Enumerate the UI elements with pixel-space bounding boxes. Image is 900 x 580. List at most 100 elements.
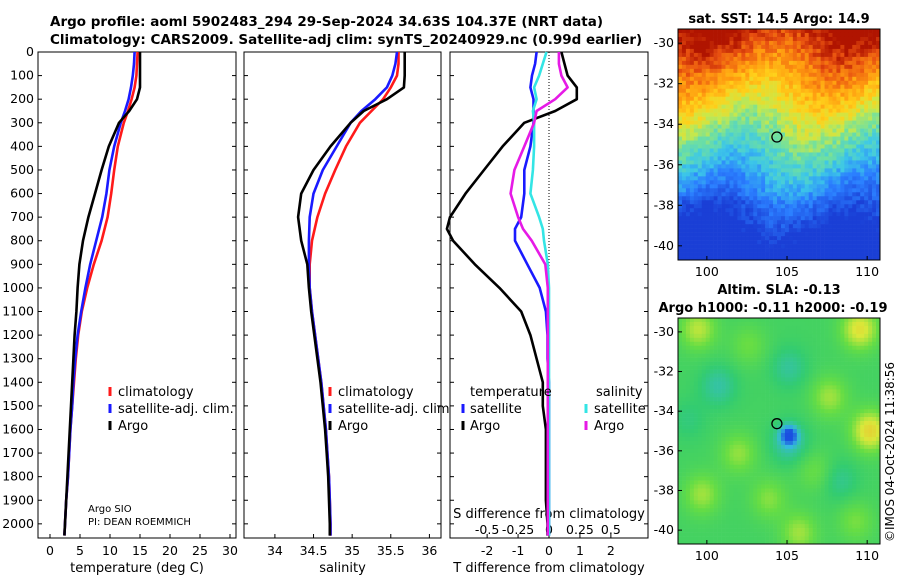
map-cell [701, 236, 707, 241]
map-cell [852, 456, 857, 462]
map-cell [780, 377, 786, 382]
map-cell [848, 208, 853, 213]
map-cell [820, 104, 825, 109]
map-cell [729, 321, 734, 327]
map-cell [832, 460, 837, 465]
map-cell [693, 180, 699, 185]
map-cell [836, 318, 841, 323]
map-cell [864, 409, 869, 414]
map-cell [749, 436, 754, 442]
map-cell [777, 29, 782, 34]
map-cell [749, 168, 754, 173]
map-cell [685, 64, 691, 70]
map-cell [796, 192, 802, 197]
map-cell [872, 160, 877, 165]
map-cell [856, 337, 861, 343]
map-cell [753, 128, 758, 133]
map-cell [681, 472, 687, 477]
map-cell [729, 432, 734, 438]
map-cell [737, 421, 742, 426]
map-cell [820, 244, 825, 249]
map-cell [868, 429, 873, 434]
map-cell [820, 385, 825, 390]
map-cell [709, 333, 714, 339]
map-cell [685, 381, 691, 386]
map-cell [796, 104, 802, 109]
map-cell [832, 361, 837, 366]
map-cell [745, 318, 750, 323]
map-cell [761, 256, 766, 261]
map-cell [753, 36, 758, 42]
map-cell [836, 108, 841, 113]
map-cell [717, 256, 722, 261]
map-cell [820, 252, 825, 257]
map-cell [860, 460, 865, 465]
map-cell [761, 228, 766, 233]
map-cell [709, 357, 714, 362]
map-cell [868, 32, 873, 38]
map-cell [689, 172, 695, 177]
map-cell [737, 321, 742, 327]
map-cell [749, 188, 754, 193]
map-cell [836, 56, 841, 62]
map-cell [725, 357, 730, 362]
map-cell [745, 397, 750, 402]
map-cell [765, 124, 770, 129]
map-cell [788, 112, 794, 117]
map-cell [729, 385, 734, 390]
map-cell [860, 385, 865, 390]
map-cell [769, 108, 774, 113]
map-cell [693, 472, 699, 477]
map-cell [741, 188, 746, 193]
map-cell [769, 244, 774, 249]
map-cell [693, 256, 699, 261]
map-cell [848, 188, 853, 193]
map-cell [709, 52, 714, 58]
map-cell [681, 421, 687, 426]
map-cell [780, 341, 786, 347]
map-cell [792, 92, 798, 97]
map-cell [745, 32, 750, 38]
map-cell [876, 188, 881, 193]
map-cell [864, 456, 869, 462]
map-cell [689, 196, 695, 201]
map-cell [761, 184, 766, 189]
map-cell [689, 337, 695, 343]
map-cell [780, 148, 786, 153]
map-cell [769, 56, 774, 62]
map-cell [769, 196, 774, 201]
map-cell [816, 393, 821, 398]
map-cell [733, 452, 738, 458]
map-cell [765, 385, 770, 390]
map-cell [701, 212, 707, 217]
map-cell [828, 452, 833, 458]
map-cell [852, 56, 857, 62]
map-cell [681, 216, 687, 221]
map-cell [701, 472, 707, 477]
map-cell [709, 248, 714, 253]
map-cell [721, 401, 726, 406]
map-cell [804, 116, 810, 121]
map-cell [820, 48, 825, 54]
map-cell [876, 124, 881, 129]
map-cell [796, 325, 802, 331]
map-cell [678, 204, 683, 209]
map-cell [876, 429, 881, 434]
map-cell [876, 432, 881, 438]
map-cell [828, 120, 833, 125]
map-cell [836, 132, 841, 137]
map-cell [729, 52, 734, 58]
map-cell [697, 29, 703, 34]
map-cell [856, 397, 861, 402]
map-cell [804, 425, 810, 430]
map-cell [685, 112, 691, 117]
map-cell [701, 409, 707, 414]
map-cell [852, 128, 857, 133]
map-cell [741, 180, 746, 185]
map-cell [780, 136, 786, 141]
map-cell [709, 220, 714, 225]
map-cell [780, 112, 786, 117]
map-cell [689, 464, 695, 469]
map-cell [820, 389, 825, 394]
map-cell [685, 164, 691, 169]
